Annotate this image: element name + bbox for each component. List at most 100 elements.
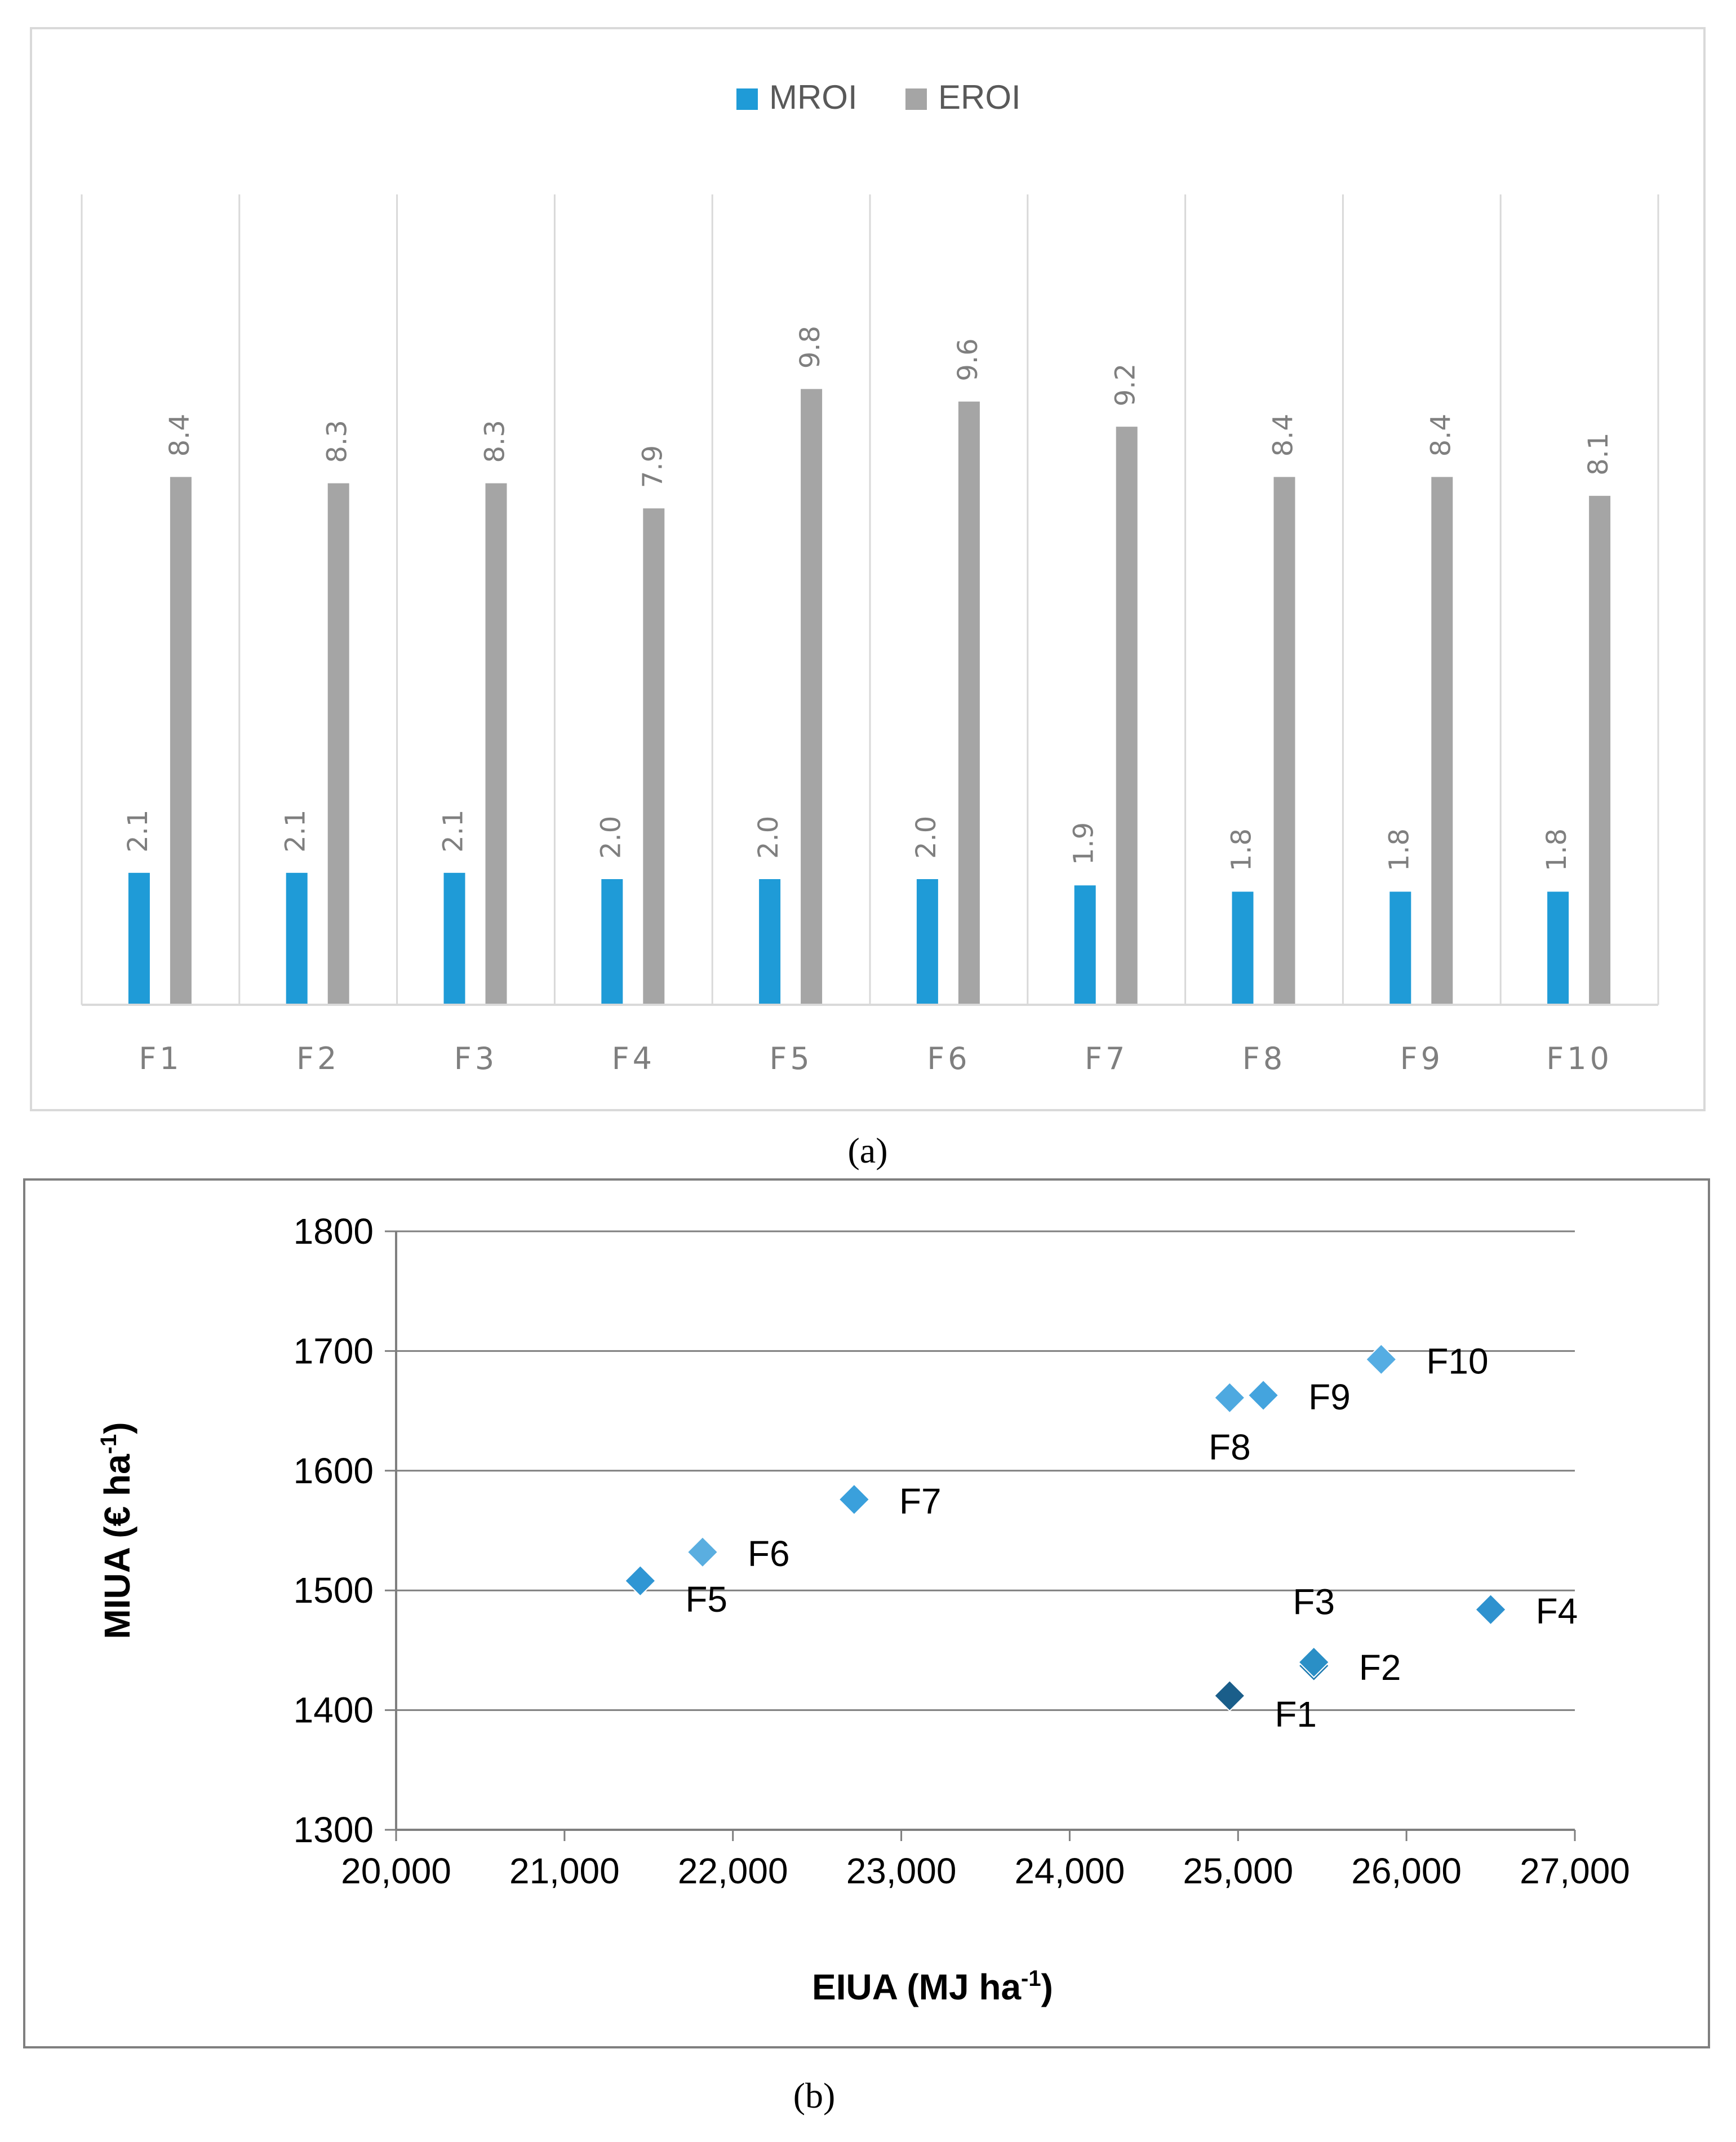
data-label-eroi-f1: 8.4 xyxy=(164,414,196,456)
scatter-ticks: 1300 1400 1500 1600 1700 1800 20,000 21,000 22,0… xyxy=(294,1211,1630,1891)
category-label-f4: F4 xyxy=(612,1041,655,1076)
bar-eroi-f9 xyxy=(1431,477,1453,1005)
category-label-f3: F3 xyxy=(454,1041,498,1076)
category-label-f7: F7 xyxy=(1085,1041,1128,1076)
legend-swatch-eroi xyxy=(905,88,927,110)
category-label-f5: F5 xyxy=(769,1041,812,1076)
bar-marks: 2.1 8.4 2.1 8.3 2.1 8.3 2.0 7.9 2.0 9.8 2.0 9.6 1.9 9… xyxy=(122,326,1614,1005)
x-axis-title: EIUA (MJ ha-1) xyxy=(812,1966,1053,2007)
bar-grid xyxy=(81,194,1659,1005)
data-label-eroi-f8: 8.4 xyxy=(1268,414,1299,456)
scatter-chart-frame xyxy=(23,1178,1710,2048)
data-label-eroi-f5: 9.8 xyxy=(794,326,826,369)
point-f10 xyxy=(1365,1343,1397,1376)
category-label-f6: F6 xyxy=(927,1041,970,1076)
bar-mroi-f3 xyxy=(443,872,465,1005)
x-tick-label: 24,000 xyxy=(1015,1851,1125,1891)
bar-eroi-f4 xyxy=(643,508,665,1005)
data-label-mroi-f9: 1.8 xyxy=(1383,828,1415,871)
bar-eroi-f7 xyxy=(1116,427,1138,1005)
bar-mroi-f2 xyxy=(286,872,308,1005)
data-label-mroi-f4: 2.0 xyxy=(595,816,627,859)
bar-mroi-f4 xyxy=(601,879,623,1005)
point-label-f1: F1 xyxy=(1275,1694,1317,1735)
data-label-mroi-f8: 1.8 xyxy=(1226,828,1258,871)
bar-chart-frame xyxy=(30,27,1706,1111)
bar-eroi-f2 xyxy=(327,483,349,1005)
x-tick-label: 27,000 xyxy=(1520,1851,1630,1891)
y-axis-title-main: MIUA (€ ha xyxy=(97,1454,137,1639)
legend-label-mroi[interactable]: MROI xyxy=(769,78,858,116)
data-label-mroi-f6: 2.0 xyxy=(911,816,942,859)
legend-swatch-mroi xyxy=(736,88,758,110)
scatter-points: F1 F2 F3 F4 F5 F6 F7 F8 F9 F10 xyxy=(624,1341,1578,1735)
y-axis-title-sup: -1 xyxy=(96,1434,121,1454)
point-label-f5: F5 xyxy=(685,1579,727,1620)
y-tick-label: 1600 xyxy=(294,1451,374,1491)
category-label-f1: F1 xyxy=(139,1041,182,1076)
point-f1 xyxy=(1213,1679,1246,1712)
data-label-eroi-f10: 8.1 xyxy=(1583,433,1614,476)
point-label-f3: F3 xyxy=(1293,1582,1335,1622)
point-f5 xyxy=(624,1564,656,1597)
x-tick-label: 26,000 xyxy=(1351,1851,1462,1891)
x-tick-label: 21,000 xyxy=(509,1851,620,1891)
bar-mroi-f6 xyxy=(916,879,938,1005)
x-tick-label: 22,000 xyxy=(678,1851,788,1891)
bar-mroi-f9 xyxy=(1389,892,1411,1005)
data-label-mroi-f1: 2.1 xyxy=(122,810,154,853)
bar-eroi-f10 xyxy=(1589,495,1611,1005)
bar-mroi-f7 xyxy=(1074,885,1096,1005)
legend-label-eroi[interactable]: EROI xyxy=(938,78,1021,116)
bar-mroi-f1 xyxy=(128,872,150,1005)
bar-eroi-f1 xyxy=(170,477,192,1005)
data-label-mroi-f10: 1.8 xyxy=(1541,828,1573,871)
point-f4 xyxy=(1475,1593,1507,1626)
y-tick-label: 1700 xyxy=(294,1331,374,1371)
point-label-f6: F6 xyxy=(748,1533,790,1574)
data-label-eroi-f4: 7.9 xyxy=(637,445,668,488)
bar-eroi-f6 xyxy=(958,401,980,1005)
point-label-f8: F8 xyxy=(1209,1427,1251,1467)
point-f6 xyxy=(686,1536,719,1568)
category-label-f9: F9 xyxy=(1400,1041,1444,1076)
x-tick-label: 23,000 xyxy=(846,1851,957,1891)
y-tick-label: 1800 xyxy=(294,1211,374,1252)
y-tick-label: 1400 xyxy=(294,1690,374,1731)
data-label-eroi-f2: 8.3 xyxy=(322,420,353,463)
bar-chart-panel: MROI EROI 2.1 8.4 2.1 8.3 2.1 8.3 2.0 7.9 2.0 9.8… xyxy=(30,27,1706,1111)
data-label-mroi-f5: 2.0 xyxy=(753,816,784,859)
point-label-f7: F7 xyxy=(899,1481,942,1522)
bar-mroi-f10 xyxy=(1547,892,1569,1005)
y-tick-label: 1500 xyxy=(294,1570,374,1611)
bar-eroi-f8 xyxy=(1273,477,1295,1005)
point-label-f9: F9 xyxy=(1308,1377,1351,1417)
legend: MROI EROI xyxy=(736,78,1021,116)
x-axis-title-tail: ) xyxy=(1041,1967,1053,2007)
data-label-mroi-f3: 2.1 xyxy=(438,810,469,853)
bar-mroi-f8 xyxy=(1232,892,1254,1005)
y-axis-title-tail: ) xyxy=(97,1422,137,1434)
point-label-f10: F10 xyxy=(1426,1341,1488,1381)
scatter-chart-panel: 1300 1400 1500 1600 1700 1800 20,000 21,000 22,0… xyxy=(23,1178,1710,2048)
data-label-eroi-f7: 9.2 xyxy=(1110,363,1142,406)
point-label-f4: F4 xyxy=(1536,1591,1578,1631)
x-tick-label: 20,000 xyxy=(341,1851,451,1891)
point-label-f2: F2 xyxy=(1359,1647,1401,1688)
category-label-f8: F8 xyxy=(1242,1041,1286,1076)
bar-mroi-f5 xyxy=(759,879,781,1005)
data-label-mroi-f2: 2.1 xyxy=(280,810,312,853)
category-label-f2: F2 xyxy=(296,1041,340,1076)
bar-eroi-f3 xyxy=(485,483,507,1005)
x-axis-title-main: EIUA (MJ ha xyxy=(812,1967,1021,2007)
point-f7 xyxy=(838,1483,871,1516)
data-label-eroi-f6: 9.6 xyxy=(952,338,984,381)
caption-b: (b) xyxy=(793,2076,836,2116)
data-label-mroi-f7: 1.9 xyxy=(1068,822,1100,865)
category-axis: F1 F2 F3 F4 F5 F6 F7 F8 F9 F10 xyxy=(139,1041,1613,1076)
category-label-f10: F10 xyxy=(1546,1041,1613,1076)
point-f3 xyxy=(1298,1646,1330,1679)
y-tick-label: 1300 xyxy=(294,1810,374,1850)
data-label-eroi-f9: 8.4 xyxy=(1425,414,1457,456)
